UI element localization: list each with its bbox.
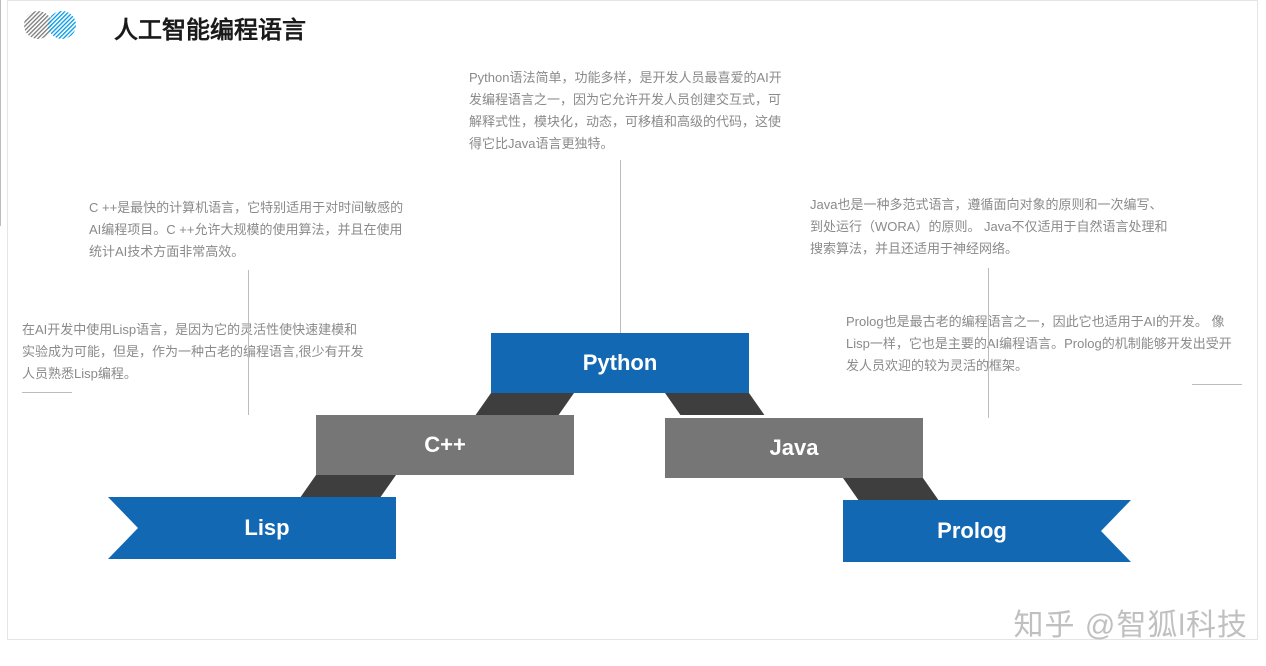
leader-line-cpp [248,270,249,415]
node-prolog: Prolog [843,500,1101,562]
desc-python: Python语法简单，功能多样，是开发人员最喜爱的AI开发编程语言之一，因为它允… [469,67,789,155]
leader-line-prolog-v [0,108,1,226]
desc-cpp: C ++是最快的计算机语言，它特别适用于对时间敏感的AI编程项目。C ++允许大… [89,197,411,263]
desc-java: Java也是一种多范式语言，遵循面向对象的原则和一次编写、到处运行（WORA）的… [810,194,1170,260]
leader-line-prolog-h [1192,384,1242,385]
connector-java-prolog [843,478,938,500]
connector-python-java [665,393,764,415]
watermark: 知乎 @智狐l科技 [1014,600,1248,644]
desc-lisp: 在AI开发中使用Lisp语言，是因为它的灵活性使快速建模和实验成为可能，但是，作… [22,319,367,385]
node-cpp: C++ [316,415,574,475]
node-python: Python [491,333,749,393]
logo-icon [22,11,84,39]
leader-line-lisp-h [22,392,72,393]
leader-line-java [988,268,989,418]
ribbon-notch-lisp [108,497,138,559]
ribbon-notch-prolog [1101,500,1131,562]
desc-prolog: Prolog也是最古老的编程语言之一，因此它也适用于AI的开发。 像Lisp一样… [846,311,1244,377]
leader-line-lisp-v [0,0,1,108]
node-java: Java [665,418,923,478]
connector-python-cpp [476,393,574,415]
leader-line-python [620,160,621,333]
node-lisp: Lisp [138,497,396,559]
page-title: 人工智能编程语言 [114,10,306,45]
connector-cpp-lisp [301,475,396,497]
